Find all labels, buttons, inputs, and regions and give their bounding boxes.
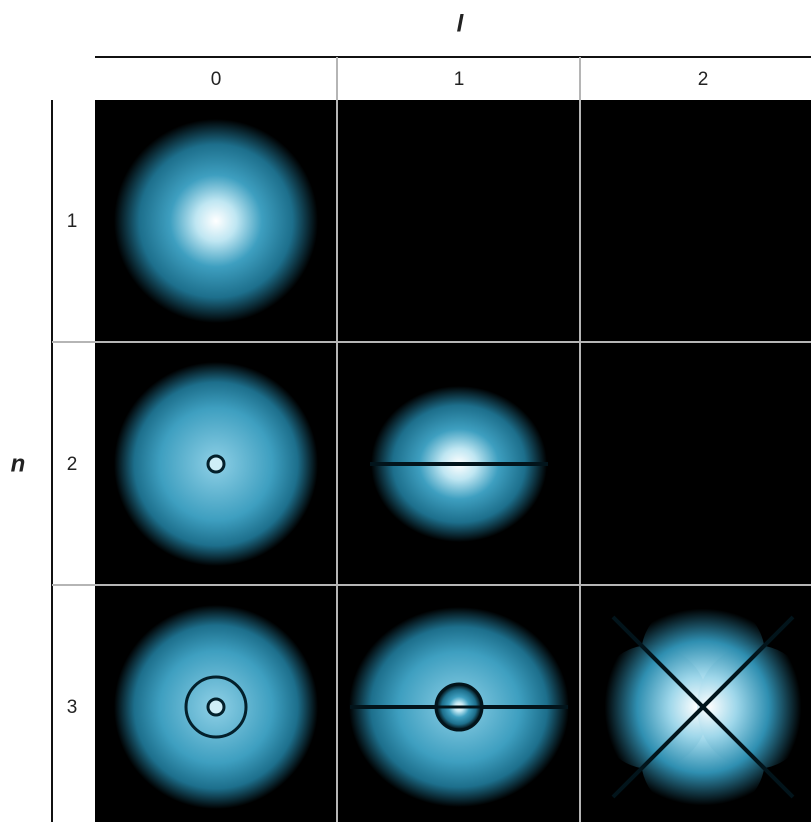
lobe [697, 645, 811, 769]
orbital-3p [349, 607, 569, 807]
column-header: 2 [698, 69, 709, 90]
orbital-2s [114, 362, 318, 566]
orbital-3d [593, 597, 811, 817]
orbital-2p [370, 386, 548, 542]
column-header: 1 [454, 69, 465, 90]
column-header: 0 [211, 69, 222, 90]
orbital-1s [114, 119, 318, 323]
lobe [593, 645, 709, 769]
node-ring [206, 454, 226, 474]
row-header: 1 [67, 211, 78, 232]
orbital-3s [114, 605, 318, 809]
axis-label-n: n [11, 450, 26, 477]
axis-label-l: l [457, 10, 465, 37]
nodal-plane [611, 615, 795, 799]
row-header: 3 [67, 697, 78, 718]
node-ring [184, 675, 248, 739]
node-ring [206, 697, 226, 717]
row-header: 2 [67, 454, 78, 475]
cell-borders [52, 57, 811, 822]
